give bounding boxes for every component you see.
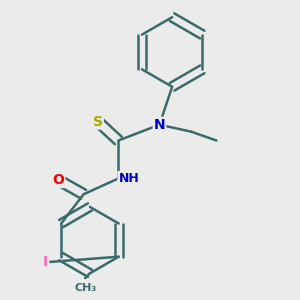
Text: CH₃: CH₃ (74, 283, 96, 293)
Text: I: I (43, 255, 48, 269)
Text: N: N (154, 118, 165, 132)
Text: NH: NH (118, 172, 139, 185)
Text: O: O (52, 173, 64, 187)
Text: S: S (93, 115, 103, 128)
